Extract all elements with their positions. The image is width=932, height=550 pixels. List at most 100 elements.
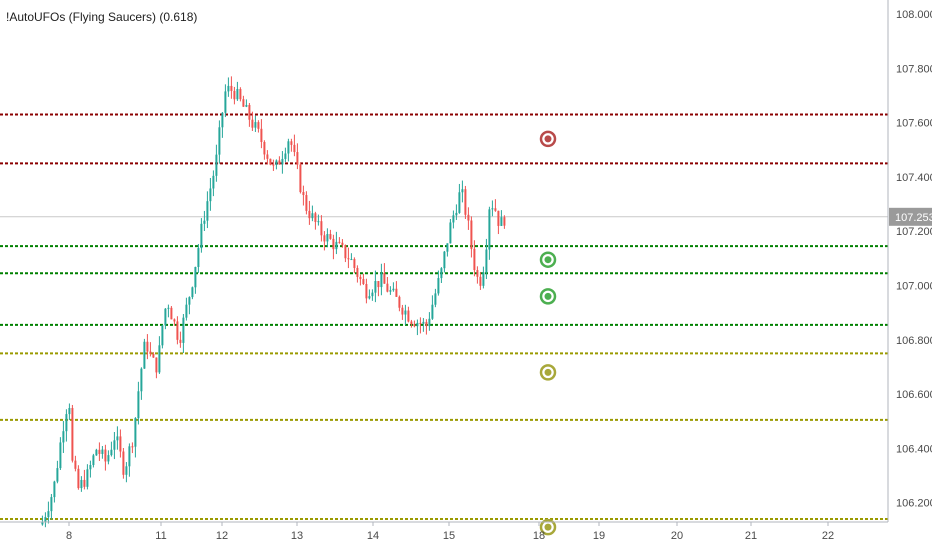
- target-dot-green: [544, 292, 552, 300]
- candle-body: [74, 460, 77, 469]
- candle-body: [407, 310, 410, 322]
- time-tick-label: 18: [533, 530, 545, 542]
- candle-body: [359, 276, 362, 280]
- candle-body: [389, 290, 392, 292]
- candle-body: [458, 192, 461, 213]
- candle-body: [176, 321, 179, 340]
- candle-body: [404, 310, 407, 315]
- candle-body: [503, 217, 506, 226]
- candle-body: [308, 210, 311, 219]
- candle-body: [341, 242, 344, 246]
- time-tick-label: 15: [443, 530, 455, 542]
- candle-body: [251, 119, 254, 128]
- candle-body: [59, 442, 62, 469]
- time-tick-label: 12: [216, 530, 228, 542]
- candle-body: [206, 201, 209, 221]
- candle-body: [296, 152, 299, 165]
- price-tick-label: 107.000: [896, 281, 932, 293]
- candle-body: [311, 213, 314, 219]
- candle-body: [467, 214, 470, 221]
- candle-body: [86, 469, 89, 487]
- candle-body: [317, 221, 320, 223]
- candle-body: [149, 351, 152, 354]
- candle-body: [416, 322, 419, 327]
- candle-body: [47, 511, 50, 518]
- candle-body: [329, 234, 332, 239]
- candle-body: [380, 273, 383, 288]
- candle-body: [248, 104, 251, 120]
- candle-body: [224, 91, 227, 113]
- candle-body: [155, 357, 158, 373]
- candle-body: [386, 283, 389, 292]
- candle-body: [497, 210, 500, 226]
- candle-body: [452, 215, 455, 223]
- candle-body: [143, 341, 146, 369]
- candle-body: [488, 209, 491, 250]
- time-tick-label: 21: [745, 530, 757, 542]
- candle-body: [191, 287, 194, 298]
- candle-body: [197, 248, 200, 267]
- candle-body: [233, 90, 236, 100]
- target-markers: [539, 130, 557, 536]
- candle-body: [383, 273, 386, 284]
- candles: [41, 76, 506, 528]
- last-price-badge: 107.253: [889, 207, 932, 226]
- candle-body: [332, 238, 335, 250]
- price-tick-label: 106.200: [896, 498, 932, 510]
- candle-body: [56, 468, 59, 482]
- candle-body: [140, 368, 143, 392]
- candle-body: [236, 89, 239, 100]
- candle-body: [299, 164, 302, 193]
- price-axis[interactable]: 108.000 107.800 107.600 107.400 107.200 107.0…: [896, 9, 932, 510]
- candle-body: [104, 449, 107, 462]
- candle-body: [134, 418, 137, 447]
- candle-body: [290, 141, 293, 145]
- candle-body: [437, 278, 440, 294]
- level-lines: [0, 113, 888, 520]
- candle-body: [326, 234, 329, 242]
- candle-body: [245, 104, 248, 107]
- candle-body: [80, 479, 83, 489]
- candle-body: [353, 259, 356, 268]
- candle-body: [410, 321, 413, 325]
- candle-body: [374, 281, 377, 293]
- candle-body: [218, 127, 221, 155]
- time-axis[interactable]: 8 11 12 13 14 15 18 19 20 21 22: [66, 522, 834, 542]
- candle-body: [146, 341, 149, 352]
- candle-body: [464, 189, 467, 215]
- candle-body: [110, 449, 113, 456]
- candle-body: [209, 188, 212, 202]
- candle-body: [89, 465, 92, 470]
- candle-body: [377, 281, 380, 288]
- candle-body: [473, 248, 476, 271]
- candle-body: [95, 449, 98, 456]
- candle-body: [167, 307, 170, 309]
- candle-body: [254, 122, 257, 128]
- candle-body: [188, 297, 191, 305]
- candle-body: [263, 141, 266, 155]
- candle-body: [392, 288, 395, 291]
- candle-body: [428, 318, 431, 327]
- candle-body: [227, 85, 230, 92]
- candle-body: [461, 189, 464, 193]
- candle-body: [101, 449, 104, 454]
- candle-body: [413, 324, 416, 327]
- candle-body: [425, 321, 428, 327]
- price-tick-label: 106.400: [896, 443, 932, 455]
- candle-body: [107, 455, 110, 462]
- candle-body: [68, 408, 71, 415]
- candle-body: [284, 153, 287, 159]
- candle-body: [434, 293, 437, 305]
- candle-body: [365, 284, 368, 299]
- candle-body: [65, 414, 68, 432]
- price-tick-label: 107.400: [896, 172, 932, 184]
- candle-body: [455, 212, 458, 216]
- price-tick-label: 106.600: [896, 389, 932, 401]
- candle-body: [92, 455, 95, 466]
- candle-body: [320, 221, 323, 236]
- last-price-badge-label: 107.253: [895, 212, 932, 224]
- candle-body: [98, 449, 101, 454]
- candle-body: [323, 235, 326, 242]
- candle-body: [212, 175, 215, 189]
